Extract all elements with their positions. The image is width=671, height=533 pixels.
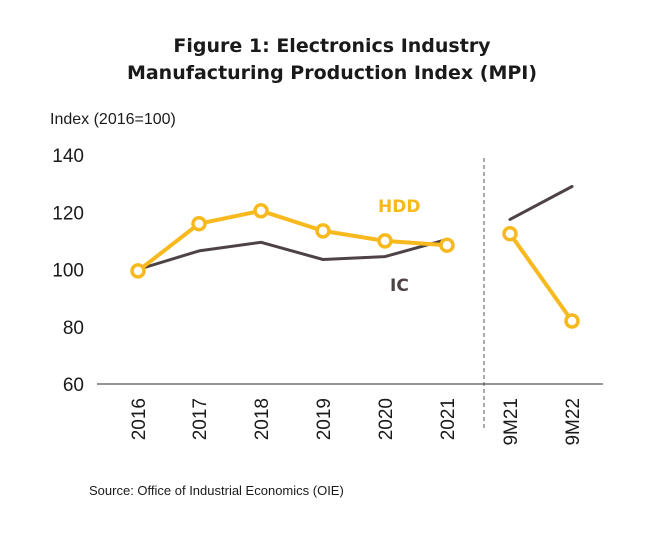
series-line-hdd bbox=[138, 211, 447, 271]
series-line-hdd bbox=[510, 234, 572, 321]
x-tick-label: 9M22 bbox=[563, 398, 584, 446]
series-label-ic: IC bbox=[390, 276, 409, 296]
y-axis-label: Index (2016=100) bbox=[50, 111, 176, 128]
series-group bbox=[132, 187, 578, 328]
data-point-hdd bbox=[379, 235, 391, 247]
source-note: Source: Office of Industrial Economics (… bbox=[89, 483, 344, 498]
x-tick-label: 2019 bbox=[314, 398, 335, 440]
x-tick-labels: 2016 2017 2018 2019 2020 2021 9M21 9M22 bbox=[129, 398, 584, 446]
y-tick-label: 140 bbox=[52, 146, 84, 167]
chart-figure: Figure 1: Electronics Industry Manufactu… bbox=[0, 0, 671, 533]
axes bbox=[97, 158, 603, 430]
x-tick-label: 2017 bbox=[190, 398, 211, 440]
x-tick-label: 9M21 bbox=[501, 398, 522, 446]
y-tick-label: 60 bbox=[63, 375, 84, 396]
y-tick-labels: 60 80 100 120 140 bbox=[52, 146, 84, 396]
data-point-hdd bbox=[566, 315, 578, 327]
data-point-hdd bbox=[193, 218, 205, 230]
y-tick-label: 120 bbox=[52, 203, 84, 224]
x-tick-label: 2021 bbox=[438, 398, 459, 440]
data-point-hdd bbox=[441, 239, 453, 251]
y-tick-label: 80 bbox=[63, 318, 84, 339]
x-tick-label: 2020 bbox=[376, 398, 397, 440]
chart-subtitle: Manufacturing Production Index (MPI) bbox=[127, 62, 537, 84]
data-point-hdd bbox=[255, 205, 267, 217]
series-line-ic bbox=[510, 187, 572, 220]
data-point-hdd bbox=[132, 265, 144, 277]
data-point-hdd bbox=[504, 228, 516, 240]
x-tick-label: 2016 bbox=[129, 398, 150, 440]
data-point-hdd bbox=[317, 225, 329, 237]
chart-title: Figure 1: Electronics Industry bbox=[173, 35, 491, 57]
series-label-hdd: HDD bbox=[378, 197, 420, 217]
y-tick-label: 100 bbox=[52, 261, 84, 282]
x-tick-label: 2018 bbox=[252, 398, 273, 440]
